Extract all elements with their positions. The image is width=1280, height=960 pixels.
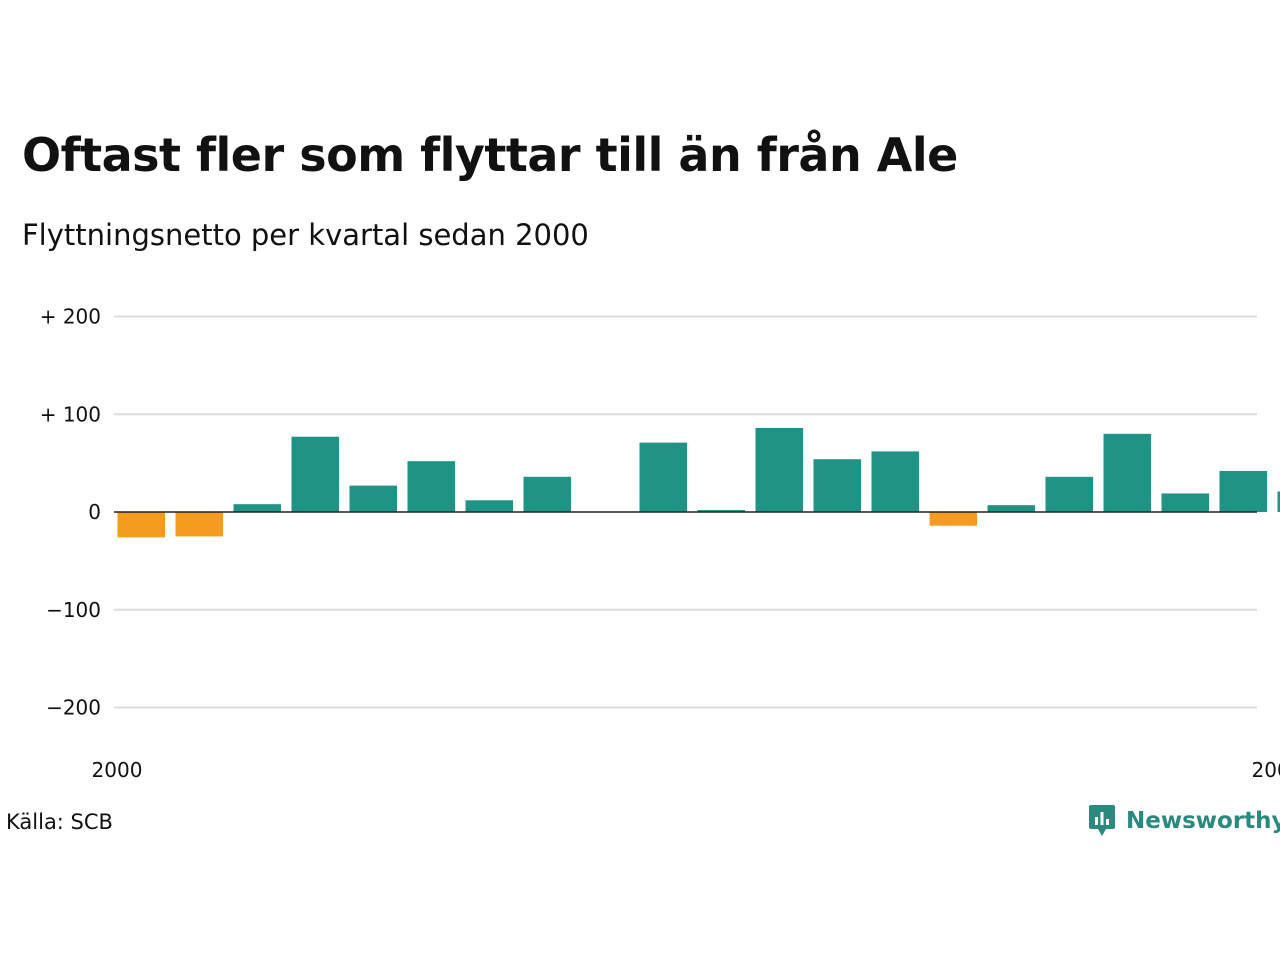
bar	[349, 485, 398, 512]
bar	[465, 500, 514, 512]
bar	[697, 510, 746, 513]
bars	[117, 427, 1280, 538]
bar	[987, 505, 1036, 512]
brand-name: Newsworthy	[1126, 808, 1280, 834]
bar	[523, 476, 572, 512]
bar	[1277, 491, 1280, 512]
bar	[175, 512, 224, 537]
bar	[1103, 433, 1152, 512]
bar	[639, 442, 688, 512]
bar	[1219, 470, 1268, 512]
bar	[407, 461, 456, 512]
bar	[929, 512, 978, 526]
y-tick-label: + 200	[40, 305, 101, 329]
chart-subtitle: Flyttningsnetto per kvartal sedan 2000	[22, 218, 589, 252]
bar	[871, 451, 920, 512]
bar	[813, 459, 862, 512]
x-tick-label: 2000	[92, 758, 143, 782]
grid-lines	[114, 315, 1257, 709]
bar	[291, 436, 340, 512]
bar	[1045, 476, 1094, 512]
chart-title: Oftast fler som flyttar till än från Ale	[22, 128, 958, 182]
y-tick-label: −100	[46, 598, 101, 622]
y-tick-label: 0	[88, 500, 101, 524]
x-tick-label: 2005	[1252, 758, 1280, 782]
bar	[755, 427, 804, 512]
y-axis-labels: −200 −100 0 + 100 + 200	[40, 305, 101, 720]
bar	[233, 504, 282, 512]
bar	[117, 512, 166, 538]
source-note: Källa: SCB	[6, 810, 113, 834]
newsworthy-logo-icon	[1089, 805, 1115, 836]
y-tick-label: + 100	[40, 402, 101, 426]
brand-logo[interactable]: Newsworthy	[1088, 803, 1280, 839]
x-axis-labels: 20002005201020152020	[92, 758, 1280, 782]
y-tick-label: −200	[46, 696, 101, 720]
bar	[1161, 493, 1210, 512]
